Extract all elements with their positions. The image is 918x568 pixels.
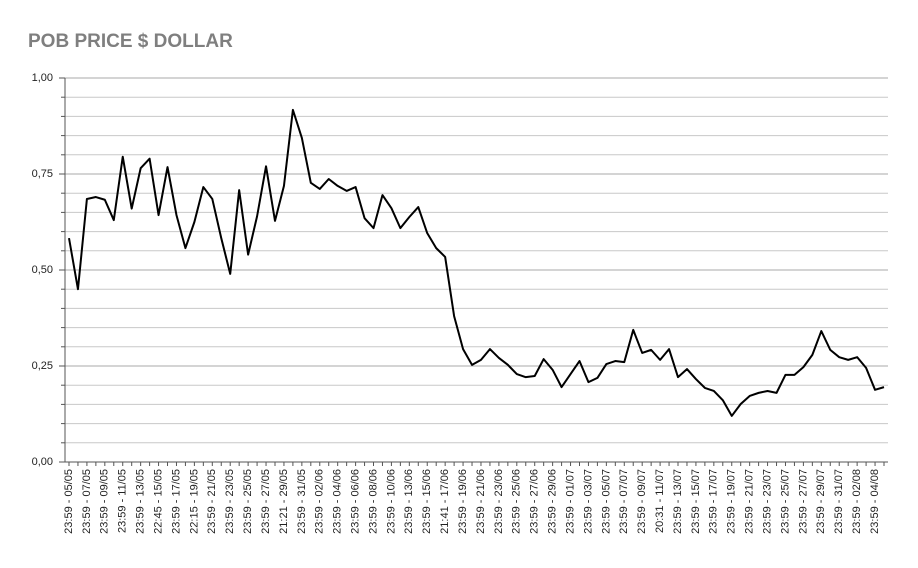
x-tick-label: 23:59 - 23/05 xyxy=(224,469,236,534)
x-tick-label: 23:59 - 09/07 xyxy=(636,469,648,534)
x-tick-label: 23:59 - 13/07 xyxy=(672,469,684,534)
y-tick-label: 0,50 xyxy=(32,264,53,276)
x-tick-label: 23:59 - 25/07 xyxy=(779,469,791,534)
x-tick-label: 23:59 - 04/08 xyxy=(869,469,881,534)
x-tick-label: 23:59 - 19/06 xyxy=(457,469,469,534)
y-tick-label: 0,00 xyxy=(32,456,53,468)
x-tick-label: 20:31 - 11/07 xyxy=(654,469,666,533)
x-tick-label: 23:59 - 03/07 xyxy=(582,469,594,534)
x-tick-label: 23:59 - 27/05 xyxy=(260,469,272,534)
x-tick-label: 23:59 - 31/07 xyxy=(833,469,845,534)
x-tick-label: 23:59 - 10/06 xyxy=(385,469,397,534)
x-tick-label: 23:59 - 31/05 xyxy=(296,469,308,534)
x-tick-label: 23:59 - 27/07 xyxy=(797,469,809,534)
y-tick-label: 0,75 xyxy=(32,168,53,180)
x-tick-label: 23:59 - 09/05 xyxy=(99,469,111,534)
line-series xyxy=(68,108,885,417)
y-tick-label: 1,00 xyxy=(32,72,53,84)
x-tick-label: 23:59 - 21/06 xyxy=(475,469,487,534)
x-tick-label: 23:59 - 07/05 xyxy=(81,469,93,534)
x-tick-label: 21:21 - 29/05 xyxy=(278,469,290,534)
x-tick-label: 23:59 - 17/05 xyxy=(170,469,182,534)
chart-title: POB PRICE $ DOLLAR xyxy=(28,31,233,52)
y-tick-label: 0,25 xyxy=(32,360,53,372)
x-tick-label: 23:59 - 21/07 xyxy=(744,469,756,534)
x-tick-label: 23:59 - 15/07 xyxy=(690,469,702,534)
x-tick-label: 23:59 - 07/07 xyxy=(618,469,630,534)
x-tick-label: 23:59 - 02/06 xyxy=(314,469,326,534)
x-tick-label: 23:59 - 02/08 xyxy=(851,469,863,534)
x-tick-label: 23:59 - 13/05 xyxy=(135,469,147,534)
x-tick-label: 23:59 - 04/06 xyxy=(332,469,344,534)
x-tick-label: 23:59 - 27/06 xyxy=(529,469,541,534)
x-tick-label: 23:59 - 06/06 xyxy=(349,469,361,534)
x-tick-label: 23:59 - 17/07 xyxy=(708,469,720,534)
x-tick-label: 23:59 - 29/07 xyxy=(815,469,827,534)
x-tick-label: 23:59 - 08/06 xyxy=(367,469,379,534)
x-tick-label: 23:59 - 23/06 xyxy=(493,469,505,534)
x-tick-label: 23:59 - 29/06 xyxy=(547,469,559,534)
x-tick-label: 23:59 - 05/07 xyxy=(600,469,612,534)
x-tick-label: 23:59 - 25/05 xyxy=(242,469,254,534)
x-tick-label: 23:59 - 13/06 xyxy=(403,469,415,534)
x-tick-label: 21:41 - 17/06 xyxy=(439,469,451,534)
x-tick-label: 23:59 - 19/07 xyxy=(726,469,738,534)
x-tick-label: 23:59 - 01/07 xyxy=(564,469,576,534)
x-tick-label: 22:15 - 19/05 xyxy=(188,469,200,534)
x-tick-label: 23:59 - 21/05 xyxy=(206,469,218,534)
x-tick-label: 23:59 - 23/07 xyxy=(761,469,773,534)
x-tick-label: 23:59 - 05/05 xyxy=(63,469,75,534)
x-tick-label: 22:45 - 15/05 xyxy=(152,469,164,534)
x-tick-label: 23:59 - 25/06 xyxy=(511,469,523,534)
x-tick-label: 23:59 - 15/06 xyxy=(421,469,433,534)
x-tick-label: 23:59 - 11/05 xyxy=(117,469,129,533)
